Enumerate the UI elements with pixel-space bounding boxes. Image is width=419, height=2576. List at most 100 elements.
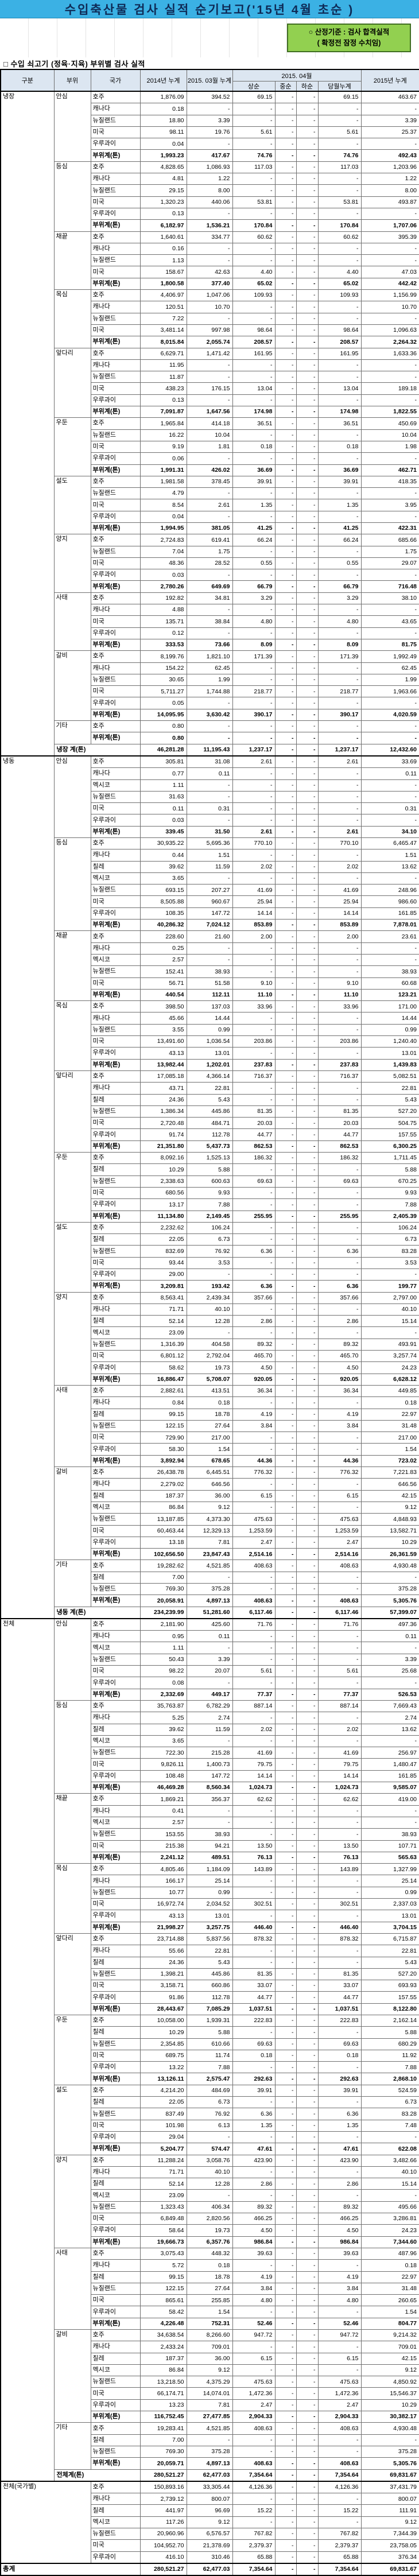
value-cell[interactable]: - [232, 1805, 276, 1817]
value-cell[interactable]: - [296, 767, 319, 780]
value-cell[interactable]: - [296, 1233, 319, 1246]
country-cell[interactable]: 캐나다 [90, 1082, 141, 1095]
value-cell[interactable]: 2,279.02 [139, 1478, 187, 1491]
value-cell[interactable]: - [274, 2014, 297, 2027]
value-cell[interactable]: - [296, 569, 319, 581]
value-cell[interactable]: - [274, 1793, 297, 1806]
part-total-label[interactable]: 부위계(톤) [90, 2457, 141, 2470]
value-cell[interactable]: - [274, 266, 297, 278]
value-cell[interactable]: 1,994.95 [139, 522, 187, 535]
country-cell[interactable]: 캐나다 [90, 301, 141, 313]
value-cell[interactable]: 3.39 [360, 1653, 419, 1666]
value-cell[interactable]: 22.05 [139, 1233, 187, 1246]
value-cell[interactable]: 25.14 [360, 1875, 419, 1887]
value-cell[interactable]: 716.37 [232, 1070, 276, 1083]
value-cell[interactable]: 0.80 [139, 732, 187, 744]
value-cell[interactable]: - [274, 149, 297, 162]
value-cell[interactable]: - [274, 627, 297, 639]
value-cell[interactable]: 1,237.17 [232, 743, 276, 756]
value-cell[interactable]: 13.01 [360, 1910, 419, 1922]
country-cell[interactable]: 우루과이 [90, 2131, 141, 2144]
value-cell[interactable]: 31.08 [186, 755, 233, 769]
value-cell[interactable]: 123.21 [360, 988, 419, 1002]
country-cell[interactable]: 미국 [90, 266, 141, 278]
value-cell[interactable]: - [232, 138, 276, 150]
value-cell[interactable]: - [296, 277, 319, 290]
value-cell[interactable]: 21,378.69 [186, 2539, 233, 2552]
value-cell[interactable]: 357.66 [232, 1291, 276, 1304]
country-cell[interactable]: 캐나다 [90, 1478, 141, 1491]
value-cell[interactable]: 19.76 [186, 126, 233, 139]
country-cell[interactable]: 캐나다 [90, 1945, 141, 1957]
value-cell[interactable]: 62.62 [317, 1793, 362, 1806]
part-cell[interactable]: 목심 [53, 1000, 91, 1071]
value-cell[interactable]: 7.88 [186, 1198, 233, 1211]
value-cell[interactable]: 2.02 [317, 860, 362, 873]
value-cell[interactable]: - [232, 1945, 276, 1957]
value-cell[interactable]: - [317, 207, 362, 220]
value-cell[interactable]: - [274, 1536, 297, 1549]
value-cell[interactable]: 107.71 [360, 1840, 419, 1852]
value-cell[interactable]: 9.10 [232, 977, 276, 990]
category-cell[interactable]: 전체 [0, 1617, 55, 2482]
value-cell[interactable]: 776.32 [232, 1467, 276, 1479]
value-cell[interactable]: 39.91 [317, 2084, 362, 2097]
value-cell[interactable]: 7.04 [139, 545, 187, 558]
value-cell[interactable]: 58.64 [139, 2224, 187, 2237]
value-cell[interactable]: 1,472.36 [317, 2387, 362, 2400]
value-cell[interactable]: - [274, 1828, 297, 1841]
value-cell[interactable]: - [296, 2282, 319, 2295]
value-cell[interactable]: - [296, 2201, 319, 2214]
value-cell[interactable]: - [274, 1630, 297, 1643]
value-cell[interactable]: 2,514.16 [232, 1548, 276, 1561]
value-cell[interactable]: 6.15 [317, 1489, 362, 1502]
value-cell[interactable]: - [317, 627, 362, 639]
country-cell[interactable]: 뉴질랜드 [90, 2445, 141, 2458]
value-cell[interactable]: 1,822.55 [360, 406, 419, 418]
value-cell[interactable]: - [274, 1338, 297, 1351]
value-cell[interactable]: 1,480.47 [360, 1758, 419, 1771]
value-cell[interactable]: - [296, 977, 319, 990]
value-cell[interactable]: 4,521.85 [186, 1559, 233, 1572]
value-cell[interactable]: - [317, 604, 362, 616]
value-cell[interactable]: 147.72 [186, 1770, 233, 1783]
value-cell[interactable]: 89.32 [232, 1338, 276, 1351]
value-cell[interactable]: 680.29 [360, 2038, 419, 2050]
value-cell[interactable]: 0.55 [232, 557, 276, 570]
category-cell[interactable]: 전체(국가별) [0, 2480, 91, 2564]
value-cell[interactable]: 186.32 [317, 1152, 362, 1165]
value-cell[interactable]: 248.96 [360, 884, 419, 897]
value-cell[interactable]: - [274, 1782, 297, 1794]
value-cell[interactable]: - [296, 1384, 319, 1398]
value-cell[interactable]: - [296, 499, 319, 511]
value-cell[interactable]: 34.10 [360, 825, 419, 839]
value-cell[interactable]: - [232, 1875, 276, 1887]
value-cell[interactable]: - [317, 2306, 362, 2318]
value-cell[interactable]: - [274, 2189, 297, 2202]
value-cell[interactable]: 2,797.00 [360, 1291, 419, 1304]
value-cell[interactable]: - [296, 965, 319, 978]
value-cell[interactable]: - [296, 685, 319, 698]
country-cell[interactable]: 뉴질랜드 [90, 1105, 141, 1118]
value-cell[interactable]: - [274, 464, 297, 476]
value-cell[interactable]: - [360, 254, 419, 267]
value-cell[interactable]: - [296, 627, 319, 639]
value-cell[interactable]: 14.14 [317, 1770, 362, 1783]
value-cell[interactable]: 0.18 [232, 2049, 276, 2062]
value-cell[interactable]: - [274, 289, 297, 302]
value-cell[interactable]: 497.36 [360, 1617, 419, 1631]
value-cell[interactable]: 1,253.59 [232, 1524, 276, 1537]
country-cell[interactable]: 뉴질랜드 [90, 1513, 141, 1526]
value-cell[interactable]: 0.03 [139, 814, 187, 827]
value-cell[interactable]: 2.57 [139, 1816, 187, 1829]
value-cell[interactable]: - [232, 814, 276, 827]
value-cell[interactable]: - [274, 1571, 297, 1584]
value-cell[interactable]: - [296, 2026, 319, 2039]
value-cell[interactable]: 14.44 [360, 1012, 419, 1025]
part-cell[interactable]: 등심 [53, 837, 91, 932]
value-cell[interactable]: - [186, 138, 233, 150]
value-cell[interactable]: 34,638.54 [139, 2329, 187, 2342]
value-cell[interactable]: - [274, 2236, 297, 2248]
country-cell[interactable]: 미국 [90, 2213, 141, 2225]
value-cell[interactable]: - [232, 2061, 276, 2074]
